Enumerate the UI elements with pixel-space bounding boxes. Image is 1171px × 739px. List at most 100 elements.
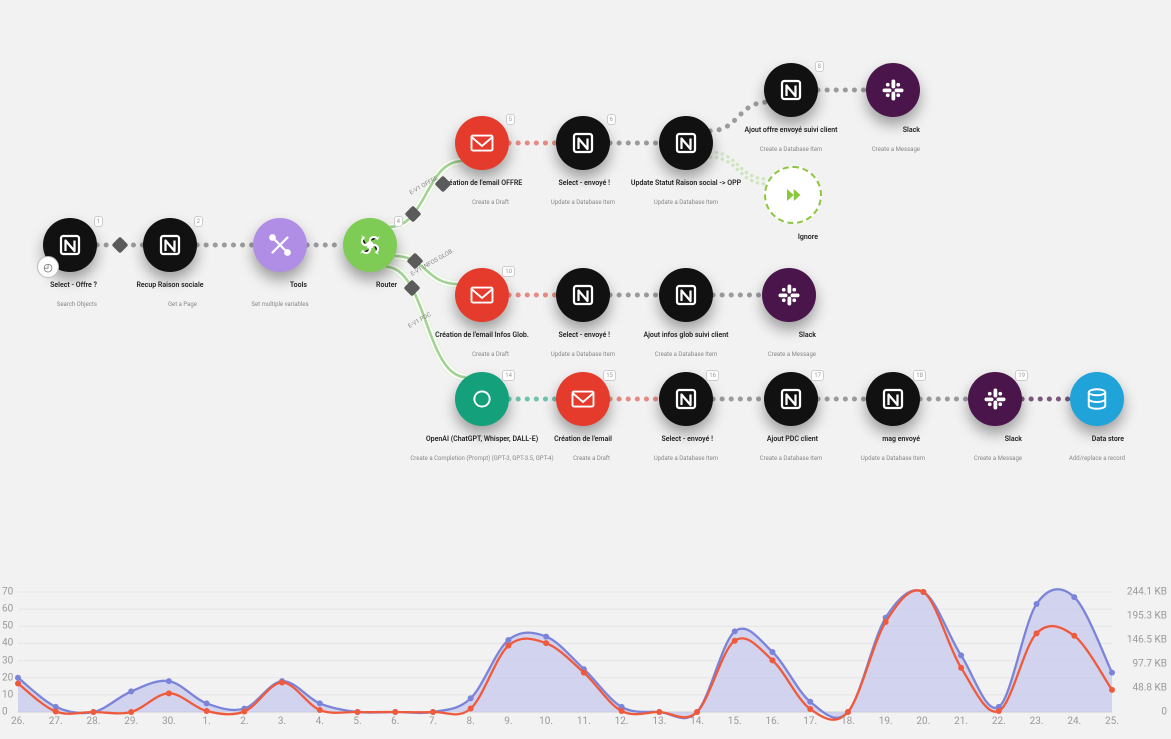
- node-label: Création de l'email Infos Glob.: [435, 331, 529, 339]
- node-n4[interactable]: 4 Router: [343, 218, 397, 291]
- notion-icon[interactable]: 16: [659, 372, 713, 426]
- node-n2[interactable]: 2Recup Raison socialeGet a Page: [143, 218, 197, 310]
- filter-tag-3: E-V1 PDC: [407, 311, 432, 330]
- notion-icon[interactable]: 17: [764, 372, 818, 426]
- badge: 19: [1015, 370, 1028, 381]
- node-sublabel: Create a Completion (Prompt) (GPT-3, GPT…: [410, 455, 553, 462]
- node-b2b[interactable]: Select - envoyé !Update a Database Item: [556, 268, 610, 360]
- node-b3c[interactable]: 16Select - envoyé !Update a Database Ite…: [659, 372, 713, 464]
- node-label: Select - envoyé !: [558, 331, 610, 339]
- badge: 8: [815, 61, 824, 72]
- notion-icon[interactable]: 18: [866, 372, 920, 426]
- x-tick: 28.: [86, 716, 100, 727]
- notion-icon[interactable]: [659, 268, 713, 322]
- scenario-canvas[interactable]: E-V1 OFFRE E-V1 INFOS GLOB. E-V1 PDC 1◴S…: [0, 0, 1171, 575]
- node-label: Slack: [1005, 435, 1022, 443]
- node-b1e[interactable]: SlackCreate a Message: [866, 63, 920, 155]
- node-label: Tools: [290, 281, 307, 289]
- badge: 14: [502, 370, 515, 381]
- slack-icon[interactable]: [866, 63, 920, 117]
- x-tick: 22.: [992, 716, 1006, 727]
- notion-icon[interactable]: 8: [764, 63, 818, 117]
- tools-icon[interactable]: [253, 218, 307, 272]
- node-b1b[interactable]: 6Select - envoyé !Update a Database Item: [556, 116, 610, 208]
- x-tick: 29.: [124, 716, 138, 727]
- gmail-icon[interactable]: 5: [455, 116, 509, 170]
- node-n1[interactable]: 1◴Select - Offre ?Search Objects: [43, 218, 97, 310]
- x-tick: 3.: [278, 716, 286, 727]
- x-tick: 19.: [879, 716, 893, 727]
- node-sublabel: Create a Database Item: [760, 146, 823, 153]
- slack-icon[interactable]: 19: [968, 372, 1022, 426]
- node-n3[interactable]: ToolsSet multiple variables: [253, 218, 307, 310]
- openai-icon[interactable]: 14: [455, 372, 509, 426]
- x-tick: 25.: [1105, 716, 1119, 727]
- slack-icon[interactable]: [762, 268, 816, 322]
- notion-icon[interactable]: [556, 268, 610, 322]
- filter-icon[interactable]: [405, 206, 422, 223]
- notion-icon[interactable]: 6: [556, 116, 610, 170]
- node-sublabel: Add/replace a record: [1069, 455, 1125, 462]
- node-sublabel: Create a Draft: [573, 455, 610, 462]
- node-b3d[interactable]: 17Ajout PDC clientCreate a Database Item: [764, 372, 818, 464]
- x-tick: 18.: [841, 716, 855, 727]
- datastore-icon[interactable]: [1070, 372, 1124, 426]
- node-b2c[interactable]: Ajout infos glob suivi clientCreate a Da…: [659, 268, 713, 360]
- x-tick: 1.: [202, 716, 210, 727]
- gmail-icon[interactable]: 15: [556, 372, 610, 426]
- x-tick: 15.: [728, 716, 742, 727]
- node-sublabel: Create a Database Item: [655, 351, 718, 358]
- y-tick-left: 20: [2, 672, 13, 683]
- x-tick: 6.: [391, 716, 399, 727]
- gmail-icon[interactable]: 10: [455, 268, 509, 322]
- badge: 2: [194, 216, 203, 227]
- node-label: Router: [376, 281, 397, 289]
- badge: 1: [94, 216, 103, 227]
- x-tick: 4.: [316, 716, 324, 727]
- node-b3a[interactable]: 14OpenAI (ChatGPT, Whisper, DALL-E)Creat…: [455, 372, 509, 464]
- node-sublabel: Create a Draft: [472, 199, 509, 206]
- node-label: Select - envoyé !: [558, 179, 610, 187]
- node-label: Recup Raison sociale: [136, 281, 203, 289]
- node-label: mag envoyé: [882, 435, 920, 443]
- node-label: Slack: [903, 126, 920, 134]
- y-tick-right: 97.7 KB: [1133, 658, 1167, 669]
- node-b1d[interactable]: 8Ajout offre envoyé suivi clientCreate a…: [764, 63, 818, 155]
- node-b3b[interactable]: 15Création de l'emailCreate a Draft: [556, 372, 610, 464]
- node-label: Ajout infos glob suivi client: [643, 331, 728, 339]
- node-b2d[interactable]: SlackCreate a Message: [762, 268, 816, 360]
- node-sublabel: Create a Message: [768, 351, 816, 358]
- node-label: Update Statut Raison social -> OPP: [631, 179, 741, 187]
- node-sublabel: Update a Database Item: [551, 351, 615, 358]
- y-tick-right: 244.1 KB: [1127, 587, 1167, 598]
- node-label: Data store: [1092, 435, 1124, 443]
- node-b1f[interactable]: Ignore: [764, 166, 818, 243]
- x-tick: 24.: [1067, 716, 1081, 727]
- node-label: OpenAI (ChatGPT, Whisper, DALL-E): [426, 435, 538, 443]
- node-sublabel: Update a Database Item: [654, 199, 718, 206]
- notion-icon[interactable]: 1◴: [43, 218, 97, 272]
- router-icon[interactable]: 4: [343, 218, 397, 272]
- node-b2a[interactable]: 10Création de l'email Infos Glob.Create …: [455, 268, 509, 360]
- ignore-icon[interactable]: [764, 166, 822, 224]
- filter-icon[interactable]: [403, 279, 420, 296]
- node-b3g[interactable]: Data store Add/replace a record: [1070, 372, 1124, 464]
- x-tick: 21.: [954, 716, 968, 727]
- badge: 15: [603, 370, 616, 381]
- notion-icon[interactable]: 2: [143, 218, 197, 272]
- notion-icon[interactable]: [659, 116, 713, 170]
- y-tick-left: 50: [2, 621, 13, 632]
- schedule-clock-icon[interactable]: ◴: [37, 256, 59, 278]
- node-b3e[interactable]: 18mag envoyéUpdate a Database Item: [866, 372, 920, 464]
- node-b3f[interactable]: 19 Slack Create a Message: [968, 372, 1022, 464]
- y-tick-right: 48.8 KB: [1133, 683, 1167, 694]
- filter-tag-1: E-V1 OFFRE: [408, 175, 439, 197]
- node-b1a[interactable]: 5Création de l'email OFFRECreate a Draft: [455, 116, 509, 208]
- node-b1c[interactable]: Update Statut Raison social -> OPPUpdate…: [659, 116, 713, 208]
- x-tick: 10.: [539, 716, 553, 727]
- y-tick-left: 60: [2, 604, 13, 615]
- x-tick: 12.: [615, 716, 629, 727]
- badge: 18: [913, 370, 926, 381]
- node-sublabel: Create a Message: [974, 455, 1022, 462]
- filter-icon[interactable]: [112, 237, 129, 254]
